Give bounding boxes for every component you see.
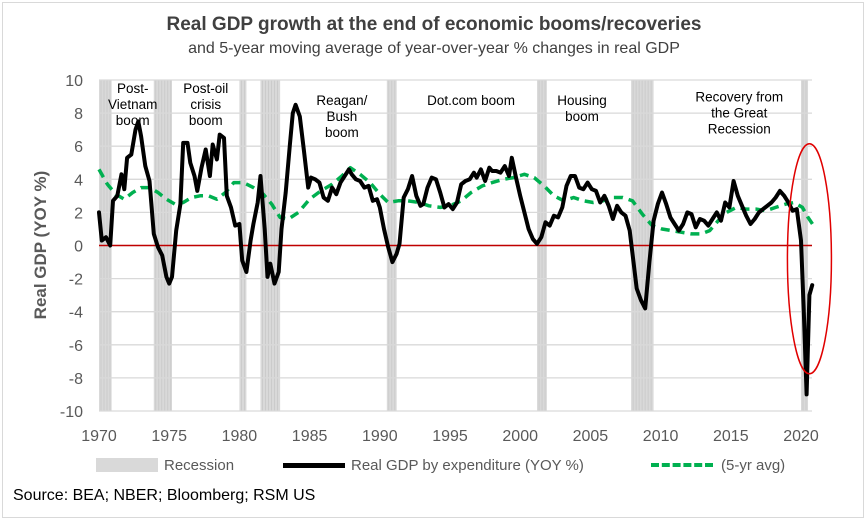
y-axis-ticks: 10 8 6 4 2 0 -2 -4 -6 -8 -10 [60,73,83,421]
legend-label-recession: Recession [164,456,235,474]
y-tick-label: 2 [74,205,83,222]
gdp-swatch [283,462,345,468]
x-tick-label: 2010 [643,428,679,445]
gridlines [99,79,812,412]
x-tick-label: 2000 [502,428,538,445]
chart-title: Real GDP growth at the end of economic b… [166,14,702,35]
y-tick-label: 8 [74,106,83,123]
legend-item-gdp: Real GDP by expenditure (YOY %) [283,453,584,477]
x-tick-label: 2020 [783,428,819,445]
y-tick-label: 6 [74,139,83,156]
legend: Recession Real GDP by expenditure (YOY %… [0,453,868,477]
covid-highlight-ellipse [786,142,833,375]
x-tick-label: 1990 [362,428,398,445]
x-tick-label: 1995 [432,428,468,445]
legend-item-avg: (5-yr avg) [651,453,785,477]
boom-annotation: Post-Vietnam boom [108,81,157,128]
recession-swatch [96,458,158,472]
x-axis-ticks: 1970 1975 1980 1985 1990 1995 2000 2005 2010 2015… [81,428,819,445]
x-tick-label: 1980 [222,428,258,445]
y-tick-label: -10 [60,404,83,421]
chart-subtitle: and 5-year moving average of year-over-y… [188,40,680,57]
y-tick-label: -6 [69,338,83,355]
y-tick-label: 10 [65,73,83,90]
boom-annotation: Dot.com boom [427,93,515,108]
x-tick-label: 1970 [81,428,117,445]
y-tick-label: 4 [74,172,83,189]
source-note: Source: BEA; NBER; Bloomberg; RSM US [13,487,316,504]
boom-annotation: Housing boom [557,93,607,124]
y-axis-label: Real GDP (YOY %) [31,171,50,320]
y-tick-label: 0 [74,239,83,256]
boom-annotation: Recovery from the Great Recession [695,90,783,137]
real-gdp-line [97,102,815,397]
y-tick-label: -8 [69,371,83,388]
x-tick-label: 1975 [151,428,187,445]
boom-annotations: Post-Vietnam boom Post-oil crisis boom Reagan… [108,81,783,140]
legend-item-recession: Recession [96,453,234,477]
x-tick-label: 2005 [573,428,609,445]
avg-swatch [651,463,713,467]
legend-label-gdp: Real GDP by expenditure (YOY %) [351,456,584,474]
boom-annotation: Reagan/Bush boom [316,93,367,140]
x-tick-label: 1985 [292,428,328,445]
x-tick-label: 2015 [713,428,749,445]
y-tick-label: -4 [69,305,83,322]
legend-label-avg: (5-yr avg) [721,456,786,474]
y-tick-label: -2 [69,272,83,289]
boom-annotation: Post-oil crisis boom [183,81,228,128]
